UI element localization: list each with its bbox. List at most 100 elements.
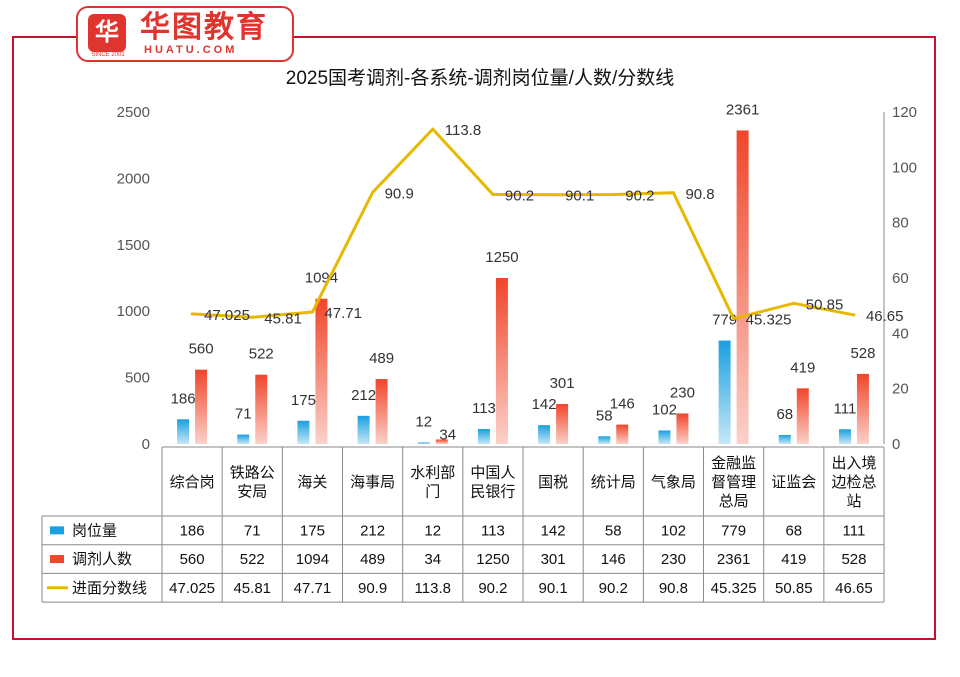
category-label: 证监会 xyxy=(771,474,816,491)
score-point xyxy=(732,317,736,321)
category-label: 安局 xyxy=(237,484,267,501)
category-label: 国税 xyxy=(538,474,568,491)
bar-positions xyxy=(297,420,310,444)
score-label: 46.65 xyxy=(866,308,904,325)
bar-applicants xyxy=(375,379,388,444)
bar-positions-label: 113 xyxy=(472,400,496,417)
bar-applicants xyxy=(556,404,569,444)
bar-applicants xyxy=(495,278,508,444)
bar-applicants xyxy=(315,298,328,444)
bar-positions-label: 12 xyxy=(415,413,432,430)
bar-applicants-label: 560 xyxy=(189,341,214,358)
table-cell: 34 xyxy=(424,551,441,568)
y-left-tick: 500 xyxy=(125,370,150,387)
score-label: 90.8 xyxy=(685,186,714,203)
y-right-tick: 100 xyxy=(892,159,917,176)
bar-applicants-label: 34 xyxy=(439,426,456,443)
table-cell: 45.325 xyxy=(711,580,757,597)
legend-label: 调剂人数 xyxy=(72,551,132,568)
bar-positions-label: 68 xyxy=(776,406,793,423)
score-label: 50.85 xyxy=(806,296,844,313)
bar-applicants-label: 2361 xyxy=(726,101,759,118)
y-right-tick: 60 xyxy=(892,270,909,287)
bar-positions xyxy=(357,415,370,444)
bar-positions xyxy=(177,419,190,444)
bar-applicants xyxy=(736,130,749,444)
category-label: 总局 xyxy=(719,493,749,510)
bar-applicants xyxy=(796,388,809,444)
y-right-tick: 20 xyxy=(892,381,909,398)
legend-label: 岗位量 xyxy=(72,522,117,539)
score-point xyxy=(491,192,495,196)
table-cell: 1250 xyxy=(476,551,509,568)
table-cell: 71 xyxy=(244,522,261,539)
table-cell: 12 xyxy=(424,522,441,539)
bar-positions xyxy=(237,434,250,444)
bar-applicants-label: 528 xyxy=(850,345,875,362)
y-right-tick: 120 xyxy=(892,104,917,121)
y-right-tick: 80 xyxy=(892,215,909,232)
table-cell: 113 xyxy=(481,522,505,539)
bar-positions xyxy=(538,425,551,444)
y-left-tick: 0 xyxy=(142,436,150,453)
y-left-tick: 1500 xyxy=(117,237,150,254)
chart-frame xyxy=(12,36,936,640)
bar-positions-label: 142 xyxy=(532,396,557,413)
category-label: 金融监 xyxy=(711,455,756,472)
bar-positions-label: 58 xyxy=(596,407,613,424)
legend-key-applicants xyxy=(50,555,64,564)
score-point xyxy=(190,312,194,316)
y-left-tick: 1000 xyxy=(117,303,150,320)
category-label: 边检总 xyxy=(831,474,876,491)
bar-positions xyxy=(477,428,490,444)
table-cell: 522 xyxy=(240,551,265,568)
score-point xyxy=(431,127,435,131)
table-cell: 779 xyxy=(721,522,746,539)
bar-applicants-label: 146 xyxy=(610,396,635,413)
bar-applicants-label: 1094 xyxy=(305,270,338,287)
score-point xyxy=(371,191,375,195)
score-label: 113.8 xyxy=(445,122,481,139)
category-label: 民银行 xyxy=(470,484,515,501)
table-cell: 58 xyxy=(605,522,622,539)
logo-url: HUATU.COM xyxy=(144,44,238,56)
score-label: 90.2 xyxy=(625,187,654,204)
category-label: 门 xyxy=(425,484,440,501)
score-label: 90.9 xyxy=(385,186,414,203)
table-cell: 2361 xyxy=(717,551,750,568)
bar-positions-label: 212 xyxy=(351,387,376,404)
score-point xyxy=(250,315,254,319)
score-point xyxy=(792,301,796,305)
logo-since: SINCE 2001 xyxy=(91,52,125,58)
bar-applicants-label: 489 xyxy=(369,350,394,367)
category-label: 出入境 xyxy=(831,454,876,472)
table-cell: 301 xyxy=(541,551,566,568)
category-label: 海事局 xyxy=(350,474,395,491)
category-label: 中国人 xyxy=(470,465,515,482)
score-point xyxy=(671,191,675,195)
score-point xyxy=(611,192,615,196)
table-cell: 47.025 xyxy=(169,580,215,597)
category-label: 水利部 xyxy=(410,465,455,482)
bar-applicants xyxy=(856,373,869,444)
bar-positions xyxy=(838,429,851,444)
bar-positions xyxy=(417,442,430,444)
table-cell: 489 xyxy=(360,551,385,568)
table-cell: 45.81 xyxy=(233,580,271,597)
category-label: 统计局 xyxy=(591,474,636,491)
table-cell: 90.1 xyxy=(539,580,568,597)
table-cell: 46.65 xyxy=(835,580,873,597)
bar-positions xyxy=(658,430,671,444)
table-cell: 90.2 xyxy=(599,580,628,597)
table-cell: 90.2 xyxy=(478,580,507,597)
bar-applicants xyxy=(616,424,629,444)
table-cell: 419 xyxy=(781,551,806,568)
score-label: 90.1 xyxy=(565,188,594,205)
bar-applicants-label: 522 xyxy=(249,346,274,363)
table-cell: 68 xyxy=(785,522,802,539)
bar-positions xyxy=(718,340,731,444)
category-label: 铁路公 xyxy=(230,465,275,482)
score-point xyxy=(852,313,856,317)
table-cell: 230 xyxy=(661,551,686,568)
bar-applicants-label: 301 xyxy=(550,375,575,392)
